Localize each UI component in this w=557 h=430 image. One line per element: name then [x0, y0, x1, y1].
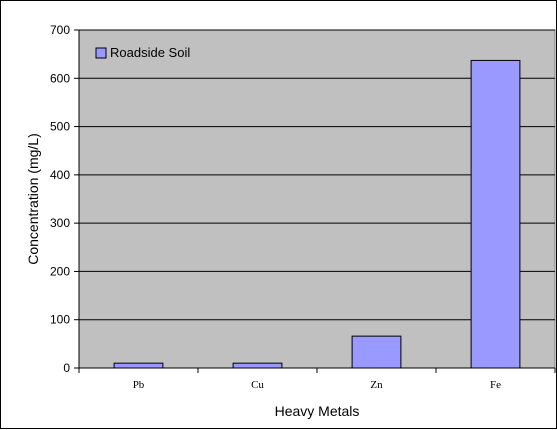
- bar-cu: [232, 362, 283, 369]
- x-tick-labels: Pb Cu Zn Fe: [133, 379, 501, 391]
- bar-fe: [470, 59, 521, 369]
- y-tick-labels: 0 100 200 300 400 500 600 700: [50, 23, 70, 375]
- bar-zn: [351, 335, 402, 369]
- y-tick-label: 400: [50, 168, 70, 182]
- x-tick-label: Zn: [370, 379, 383, 391]
- y-tick-label: 300: [50, 216, 70, 230]
- x-axis-title: Heavy Metals: [275, 403, 360, 419]
- legend-swatch: [95, 47, 107, 59]
- legend-label: Roadside Soil: [110, 45, 190, 60]
- y-tick-label: 0: [63, 361, 70, 375]
- y-tick-label: 500: [50, 120, 70, 134]
- axes: [74, 29, 556, 373]
- bars: [113, 59, 521, 369]
- y-axis-title: Concentration (mg/L): [25, 133, 41, 265]
- y-tick-label: 200: [50, 264, 70, 278]
- x-tick-label: Cu: [251, 379, 264, 391]
- bar-pb: [113, 362, 164, 369]
- y-tick-label: 100: [50, 313, 70, 327]
- x-tick-label: Fe: [490, 379, 501, 391]
- y-tick-label: 700: [50, 23, 70, 37]
- x-tick-label: Pb: [133, 379, 145, 391]
- legend: Roadside Soil: [95, 45, 190, 60]
- y-tick-label: 600: [50, 71, 70, 85]
